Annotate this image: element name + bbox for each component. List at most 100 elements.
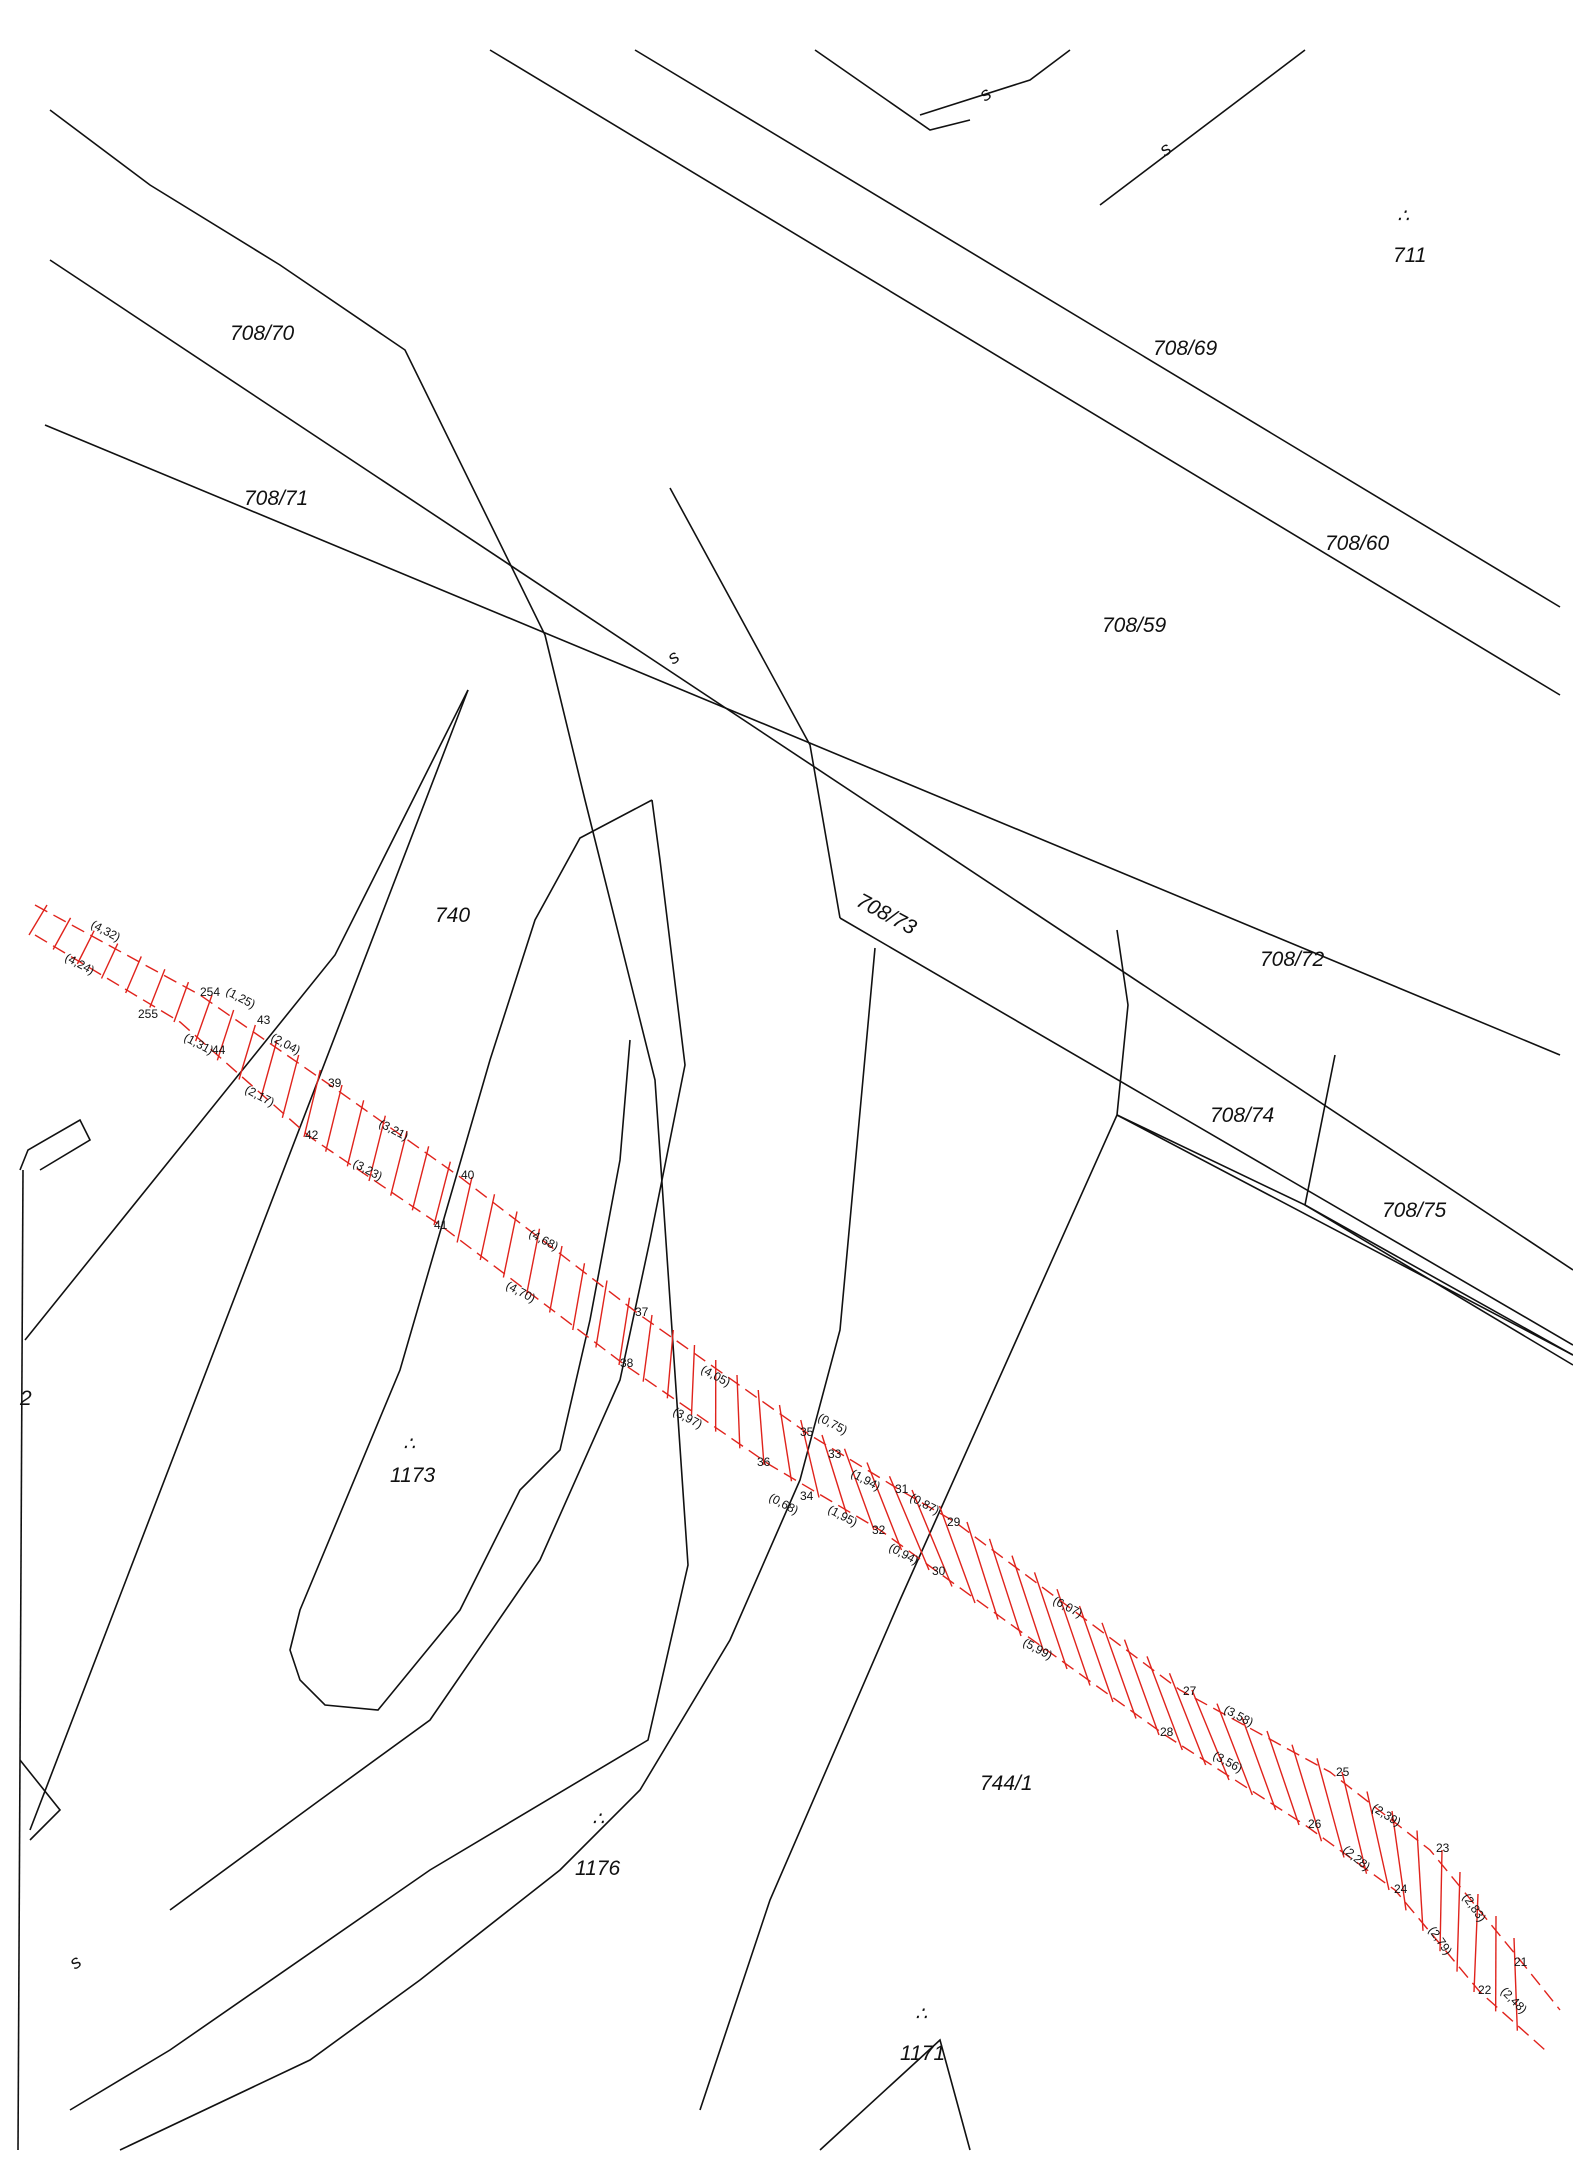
meadow-symbol: ∴: [915, 2004, 928, 2025]
easement-hatch: [938, 1505, 976, 1604]
boundary-symbol: s: [664, 646, 684, 669]
distance-label: (0,94): [887, 1540, 921, 1567]
easement-hatch: [911, 1489, 953, 1587]
point-number: 32: [872, 1523, 886, 1537]
easement-hatch: [433, 1161, 452, 1226]
point-number: 254: [200, 985, 220, 999]
easement-hatch: [1266, 1730, 1300, 1826]
parcel-edge-fragment: 2: [19, 1387, 32, 1410]
point-number: 33: [828, 1447, 842, 1461]
point-number: 21: [1514, 1955, 1528, 1969]
point-number: 36: [757, 1455, 771, 1469]
distance-label: (2,48): [1498, 1984, 1530, 2016]
distance-label: (3,56): [1211, 1748, 1245, 1775]
point-number: 41: [434, 1218, 448, 1232]
parcel-708-69: 708/69: [1153, 337, 1218, 360]
easement-hatch: [988, 1538, 1022, 1637]
boundary-symbol: s: [976, 83, 996, 106]
easement-hatch: [346, 1100, 365, 1167]
easement-hatch: [888, 1475, 930, 1571]
easement-hatch: [1439, 1849, 1443, 1952]
easement-hatch: [238, 1024, 257, 1080]
parcel-708-59: 708/59: [1102, 614, 1167, 637]
distance-label: (4,70): [504, 1278, 538, 1305]
distance-label: (1,25): [224, 984, 258, 1011]
easement-hatch: [1191, 1689, 1230, 1781]
easement-hatch: [1123, 1639, 1160, 1736]
parcel-labels: 708/70 708/71 708/69 708/60 708/59 ∴ 711…: [19, 206, 1447, 2065]
point-number: 39: [328, 1076, 342, 1090]
boundary-symbol: s: [66, 1951, 86, 1974]
easement-hatch: [1416, 1830, 1424, 1931]
distance-label: (2,17): [243, 1082, 277, 1109]
easement-hatch: [502, 1211, 518, 1278]
parcel-708-60: 708/60: [1325, 532, 1390, 555]
easement-hatch: [821, 1434, 848, 1514]
distance-label: (4,68): [527, 1226, 561, 1253]
point-number: 29: [947, 1515, 961, 1529]
point-number: 40: [461, 1168, 475, 1182]
distance-label: (1,94): [849, 1466, 883, 1493]
point-number: 42: [305, 1128, 319, 1142]
distance-label: (4,32): [89, 917, 123, 944]
easement-hatch: [281, 1054, 300, 1119]
easement-hatch: [76, 930, 95, 965]
point-number: 44: [212, 1043, 226, 1057]
easement-hatch: [572, 1263, 586, 1331]
easement-hatch: [456, 1176, 473, 1243]
easement-hatch: [966, 1521, 999, 1620]
distance-label: (2,28): [1340, 1843, 1373, 1874]
point-number: 25: [1336, 1765, 1350, 1779]
easement-hatch: [389, 1130, 408, 1196]
easement-hatch: [1513, 1937, 1519, 2031]
easement-hatch: [1473, 1893, 1479, 1993]
point-number: 24: [1394, 1882, 1408, 1896]
point-number: 27: [1183, 1684, 1197, 1698]
easement-hatch: [800, 1419, 820, 1498]
easement-hatch: [736, 1374, 741, 1449]
easement-hatch: [195, 994, 213, 1042]
easement-hatch: [1056, 1588, 1091, 1686]
distance-label: (0,87): [908, 1490, 942, 1517]
easement-hatch: [303, 1069, 322, 1138]
easement-hatch: [1366, 1791, 1390, 1891]
easement-edge-bottom: [34, 934, 1546, 2051]
point-number: 31: [895, 1482, 909, 1496]
easement-hatch: [666, 1329, 674, 1399]
parcel-1176: 1176: [575, 1857, 620, 1880]
easement-hatch: [1341, 1771, 1368, 1874]
parcel-708-71: 708/71: [244, 487, 308, 510]
easement-hatch: [324, 1084, 343, 1152]
easement-hatch: [778, 1404, 793, 1482]
easement-hatch: [1216, 1703, 1253, 1796]
point-number: 38: [620, 1356, 634, 1370]
easement-hatch: [757, 1389, 765, 1466]
easement-hatch: [1078, 1605, 1114, 1703]
easement-hatch: [866, 1462, 903, 1551]
easement-hatch: [1316, 1758, 1345, 1858]
point-number: 30: [932, 1564, 946, 1578]
easement-hatch: [642, 1314, 653, 1382]
parcel-740: 740: [435, 904, 470, 927]
easement-hatch: [843, 1448, 875, 1531]
easement-hatch: [259, 1039, 278, 1099]
distance-label: (6,07): [1051, 1593, 1085, 1620]
easement-strip: [28, 904, 1561, 2051]
point-number: 26: [1308, 1817, 1322, 1831]
easement-hatch: [1291, 1744, 1323, 1842]
easement-hatch: [1101, 1622, 1137, 1719]
distance-label: (3,58): [1222, 1702, 1256, 1729]
parcel-1173: 1173: [390, 1464, 435, 1487]
distance-labels: (4,32) (4,24) (1,25) (1,31) (2,04) (2,17…: [63, 917, 1530, 2016]
distance-label: (5,99): [1021, 1635, 1055, 1662]
easement-hatch: [216, 1009, 235, 1061]
parcel-708-74: 708/74: [1210, 1104, 1274, 1127]
distance-label: (3,23): [351, 1156, 385, 1183]
point-number: 34: [800, 1489, 814, 1503]
distance-label: (2,79): [1426, 1924, 1455, 1958]
point-number: 37: [635, 1305, 649, 1319]
parcel-708-70: 708/70: [230, 322, 295, 345]
parcel-1171: 1171: [900, 2042, 945, 2065]
parcel-708-72: 708/72: [1260, 948, 1325, 971]
easement-hatch: [411, 1146, 430, 1211]
